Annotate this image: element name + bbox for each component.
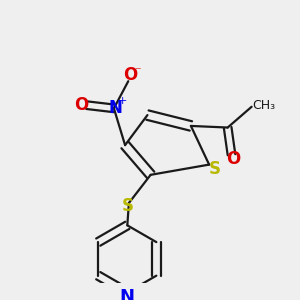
Text: S: S bbox=[209, 160, 221, 178]
Text: O: O bbox=[123, 66, 137, 84]
Text: S: S bbox=[121, 196, 133, 214]
Text: N: N bbox=[109, 99, 122, 117]
Text: ⁻: ⁻ bbox=[134, 65, 140, 78]
Text: CH₃: CH₃ bbox=[252, 99, 275, 112]
Text: N: N bbox=[120, 288, 135, 300]
Text: +: + bbox=[118, 96, 128, 106]
Text: O: O bbox=[74, 96, 88, 114]
Text: O: O bbox=[226, 151, 240, 169]
